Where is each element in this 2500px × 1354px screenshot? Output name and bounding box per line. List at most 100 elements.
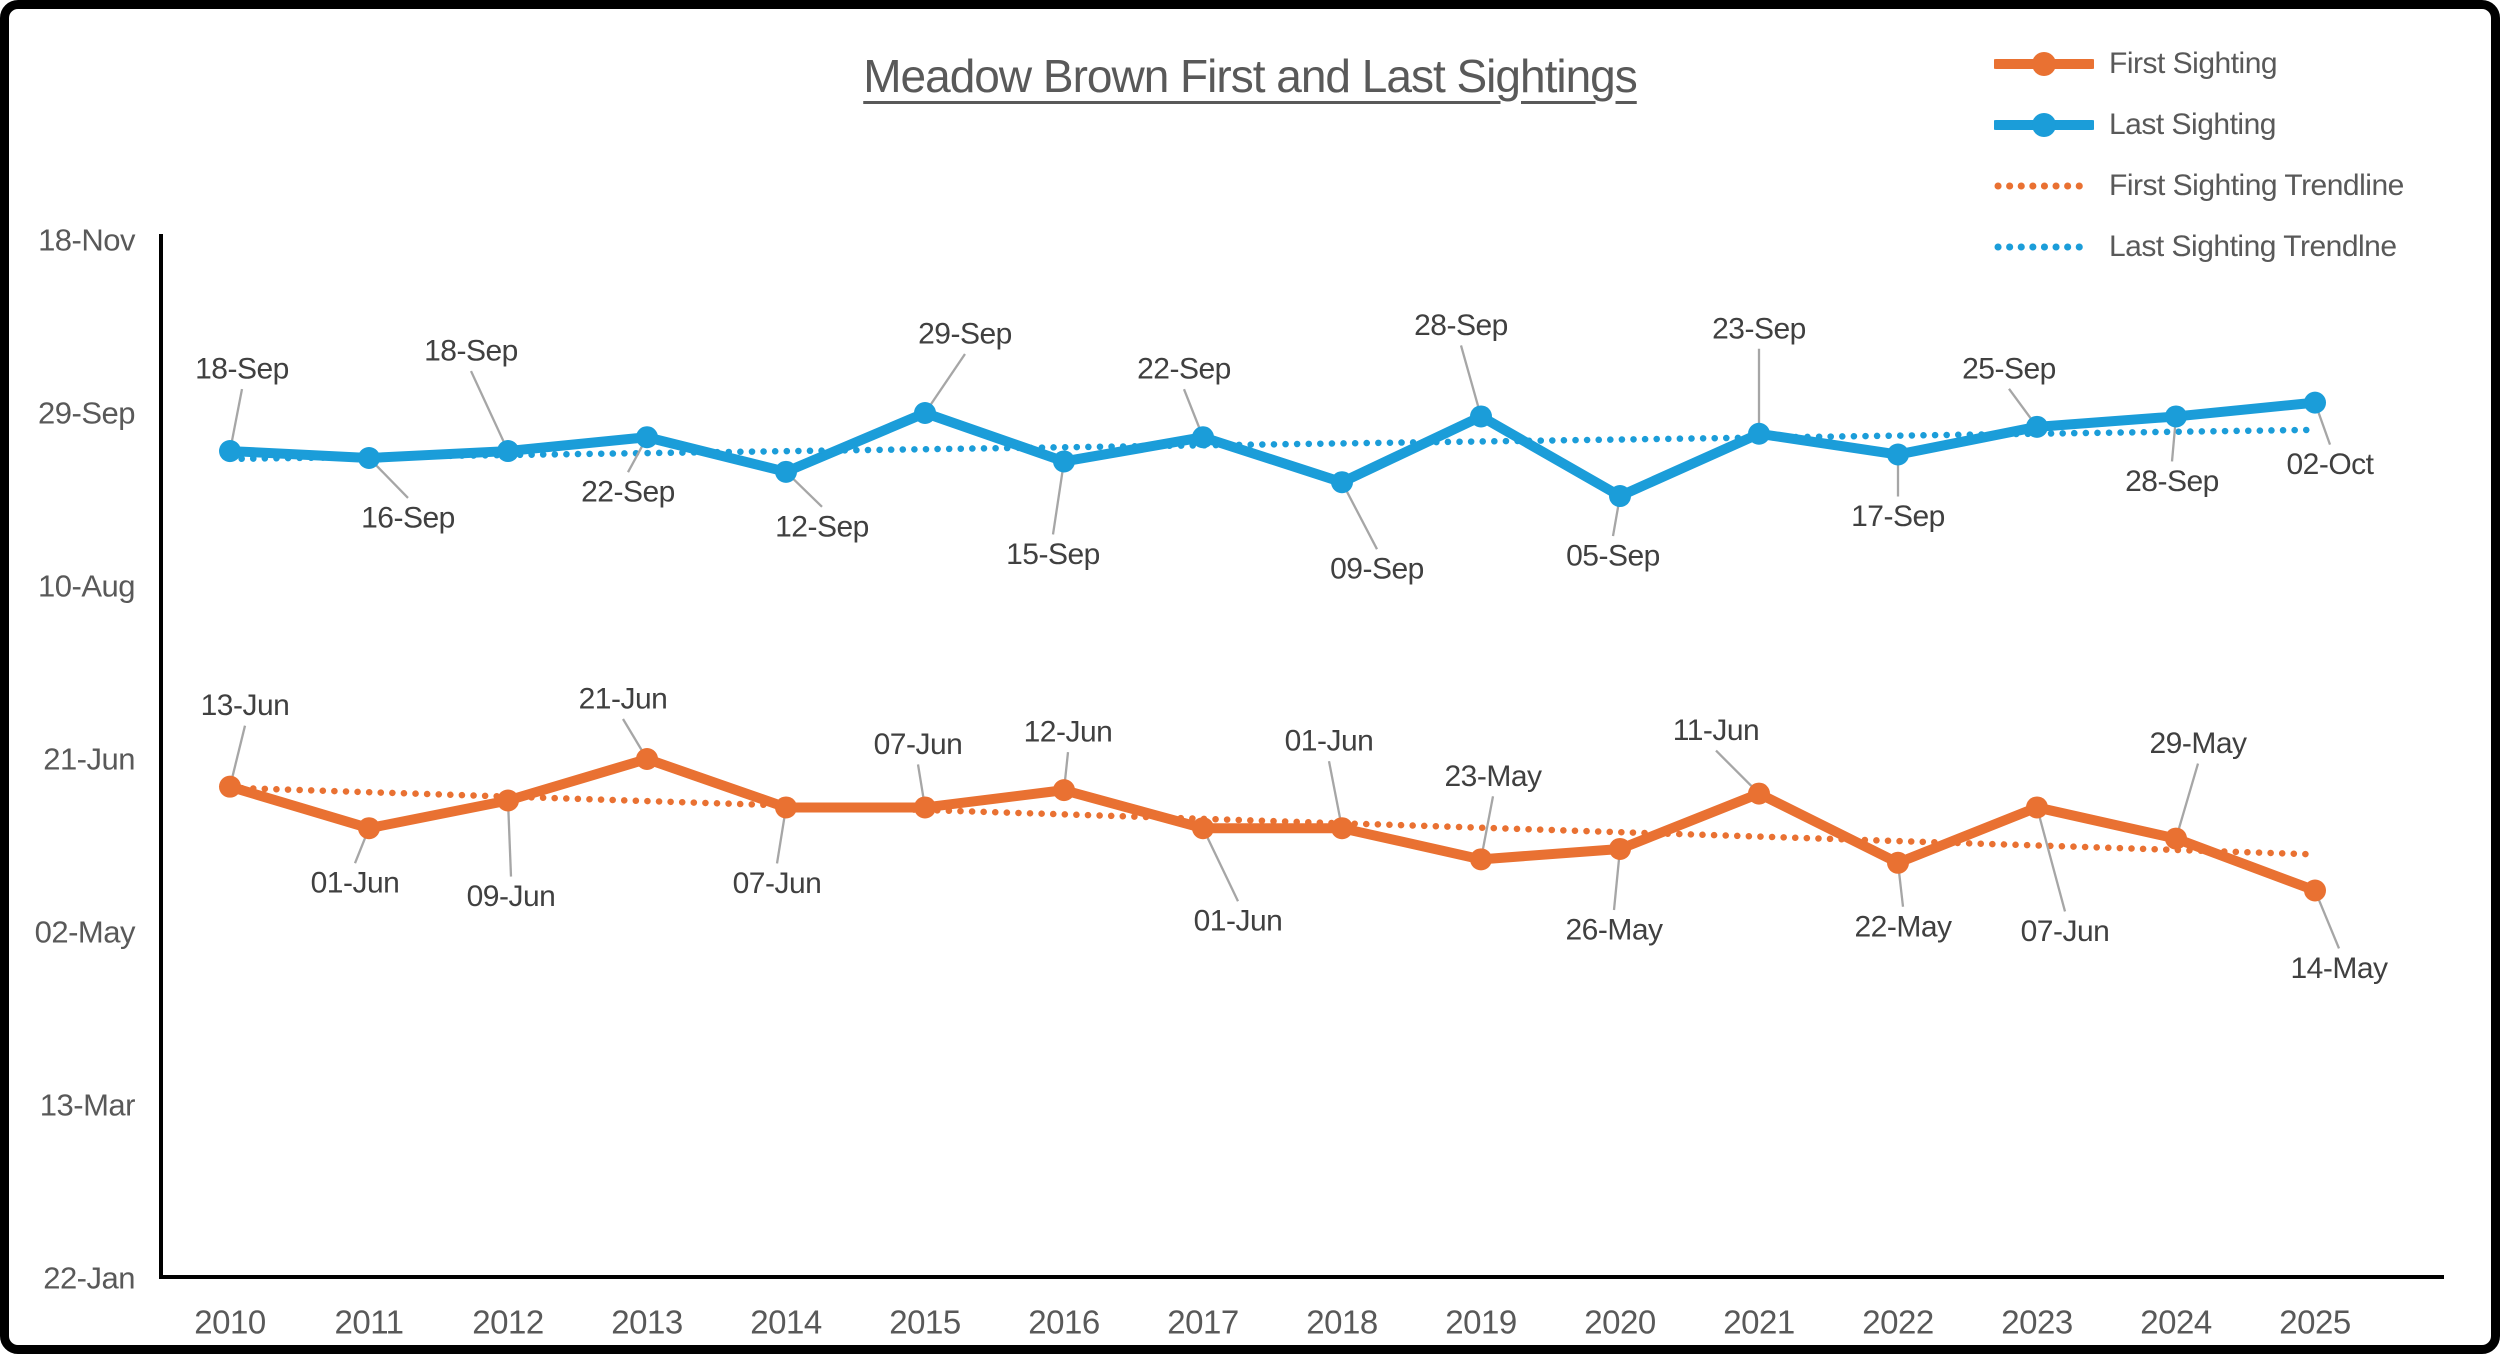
x-tick-label: 2025 xyxy=(2279,1304,2350,1341)
data-label: 23-May xyxy=(1444,760,1542,793)
x-tick-label: 2021 xyxy=(1723,1304,1794,1341)
data-point-marker xyxy=(497,440,519,463)
x-tick-label: 2023 xyxy=(2001,1304,2072,1341)
data-label: 12-Jun xyxy=(1024,716,1113,749)
series-annotations-last-sighting: 18-Sep 16-Sep 18-Sep 22-Sep 12-Sep 29-Sep 15-S… xyxy=(195,309,2375,586)
y-tick-label: 18-Nov xyxy=(38,223,136,258)
data-label: 11-Jun xyxy=(1673,714,1760,747)
legend-label: First Sighting xyxy=(2109,47,2278,80)
label-leader-line xyxy=(924,353,966,414)
x-tick-label: 2010 xyxy=(194,1304,266,1341)
data-point-marker xyxy=(1748,782,1770,805)
data-label: 09-Sep xyxy=(1330,553,1424,586)
label-leader-line xyxy=(1201,827,1240,902)
data-label: 25-Sep xyxy=(1962,352,2056,385)
y-tick-label: 02-May xyxy=(35,915,136,950)
x-tick-label: 2016 xyxy=(1028,1304,1099,1341)
data-label: 28-Sep xyxy=(1414,309,1508,342)
y-tick-label: 10-Aug xyxy=(38,569,135,604)
data-point-marker xyxy=(1053,779,1075,802)
data-point-marker xyxy=(775,460,797,483)
data-label: 23-Sep xyxy=(1712,312,1806,345)
data-point-marker xyxy=(1887,851,1909,874)
x-tick-label: 2024 xyxy=(2140,1304,2212,1341)
series-last-sighting xyxy=(225,397,2320,502)
trendline-last-sighting xyxy=(226,426,2319,463)
data-point-marker xyxy=(775,796,797,819)
x-tick-label: 2019 xyxy=(1445,1304,1516,1341)
legend-item-first-sighting-trendline: First Sighting Trendline xyxy=(1994,167,2404,205)
legend-label: First Sighting Trendline xyxy=(2109,169,2404,202)
y-tick-label: 13-Mar xyxy=(40,1088,135,1123)
label-leader-line xyxy=(1327,760,1344,829)
data-label: 26-May xyxy=(1565,913,1663,946)
data-label: 02-Oct xyxy=(2286,448,2374,481)
data-label: 07-Jun xyxy=(2021,915,2110,948)
series-annotations-first-sighting: 13-Jun 01-Jun 09-Jun 21-Jun 07-Jun 07-Jun 12-J… xyxy=(201,683,2389,985)
data-label: 21-Jun xyxy=(579,683,668,716)
data-label: 18-Sep xyxy=(195,353,289,386)
data-point-marker xyxy=(1609,485,1631,508)
data-point-marker xyxy=(219,440,241,463)
data-label: 29-Sep xyxy=(918,318,1012,351)
data-point-marker xyxy=(2026,415,2048,438)
data-point-marker xyxy=(636,426,658,449)
line-marker-swatch-icon xyxy=(1994,52,2094,76)
data-point-marker xyxy=(1192,426,1214,449)
data-label: 14-May xyxy=(2290,952,2388,985)
data-label: 17-Sep xyxy=(1851,500,1945,533)
label-leader-line xyxy=(469,370,510,452)
dotted-line-swatch-icon xyxy=(1994,243,2094,251)
data-label: 22-Sep xyxy=(581,476,675,509)
data-point-marker xyxy=(636,748,658,770)
chart-title: Meadow Brown First and Last Sightings xyxy=(863,50,1638,102)
data-point-marker xyxy=(2026,796,2048,819)
legend-label: Last Sighting xyxy=(2109,108,2276,141)
label-leader-line xyxy=(1459,345,1483,417)
x-tick-label: 2012 xyxy=(472,1304,543,1341)
x-tick-label: 2011 xyxy=(335,1304,404,1341)
label-leader-line xyxy=(1340,481,1379,550)
data-point-marker xyxy=(1192,817,1214,840)
x-tick-label: 2018 xyxy=(1306,1304,1377,1341)
line-marker-swatch-icon xyxy=(1994,113,2094,137)
y-tick-label: 29-Sep xyxy=(38,396,135,431)
data-label: 09-Jun xyxy=(467,880,556,913)
data-point-marker xyxy=(1748,422,1770,445)
data-label: 12-Sep xyxy=(775,510,869,543)
data-label: 01-Jun xyxy=(1194,905,1283,938)
x-tick-label: 2013 xyxy=(611,1304,682,1341)
data-label: 22-Sep xyxy=(1137,353,1231,386)
y-tick-label: 22-Jan xyxy=(43,1261,135,1296)
data-point-marker xyxy=(914,796,936,819)
data-point-marker xyxy=(1887,443,1909,466)
legend-label: Last Sighting Trendlne xyxy=(2109,230,2397,263)
x-tick-label: 2017 xyxy=(1167,1304,1238,1341)
data-label: 15-Sep xyxy=(1006,538,1100,571)
series-line xyxy=(225,754,2320,896)
data-label: 18-Sep xyxy=(424,335,518,368)
series-first-sighting xyxy=(225,754,2320,896)
data-point-marker xyxy=(2165,827,2187,850)
data-point-marker xyxy=(1331,817,1353,840)
data-label: 28-Sep xyxy=(2125,465,2219,498)
data-point-marker xyxy=(358,817,380,840)
series-line xyxy=(225,397,2320,502)
data-point-marker xyxy=(1053,450,1075,473)
dotted-line-swatch-icon xyxy=(1994,182,2094,190)
data-label: 05-Sep xyxy=(1566,540,1660,573)
data-point-marker xyxy=(1609,837,1631,860)
x-tick-label: 2014 xyxy=(750,1304,822,1341)
x-tick-label: 2022 xyxy=(1862,1304,1933,1341)
label-leader-line xyxy=(2035,807,2067,912)
label-leader-line xyxy=(2174,763,2200,839)
legend-item-first-sighting: First Sighting xyxy=(1994,45,2404,83)
legend: First Sighting Last Sighting First Sightin… xyxy=(1994,45,2404,266)
data-point-marker xyxy=(2304,391,2326,414)
plot-area: 22-Jan 13-Mar 02-May 21-Jun 10-Aug 29-Sep 18-N… xyxy=(35,223,2444,1341)
data-label: 22-May xyxy=(1854,910,1952,943)
data-point-marker xyxy=(497,789,519,812)
data-point-marker xyxy=(914,402,936,424)
label-leader-line xyxy=(506,800,513,877)
label-leader-line xyxy=(1051,461,1066,535)
